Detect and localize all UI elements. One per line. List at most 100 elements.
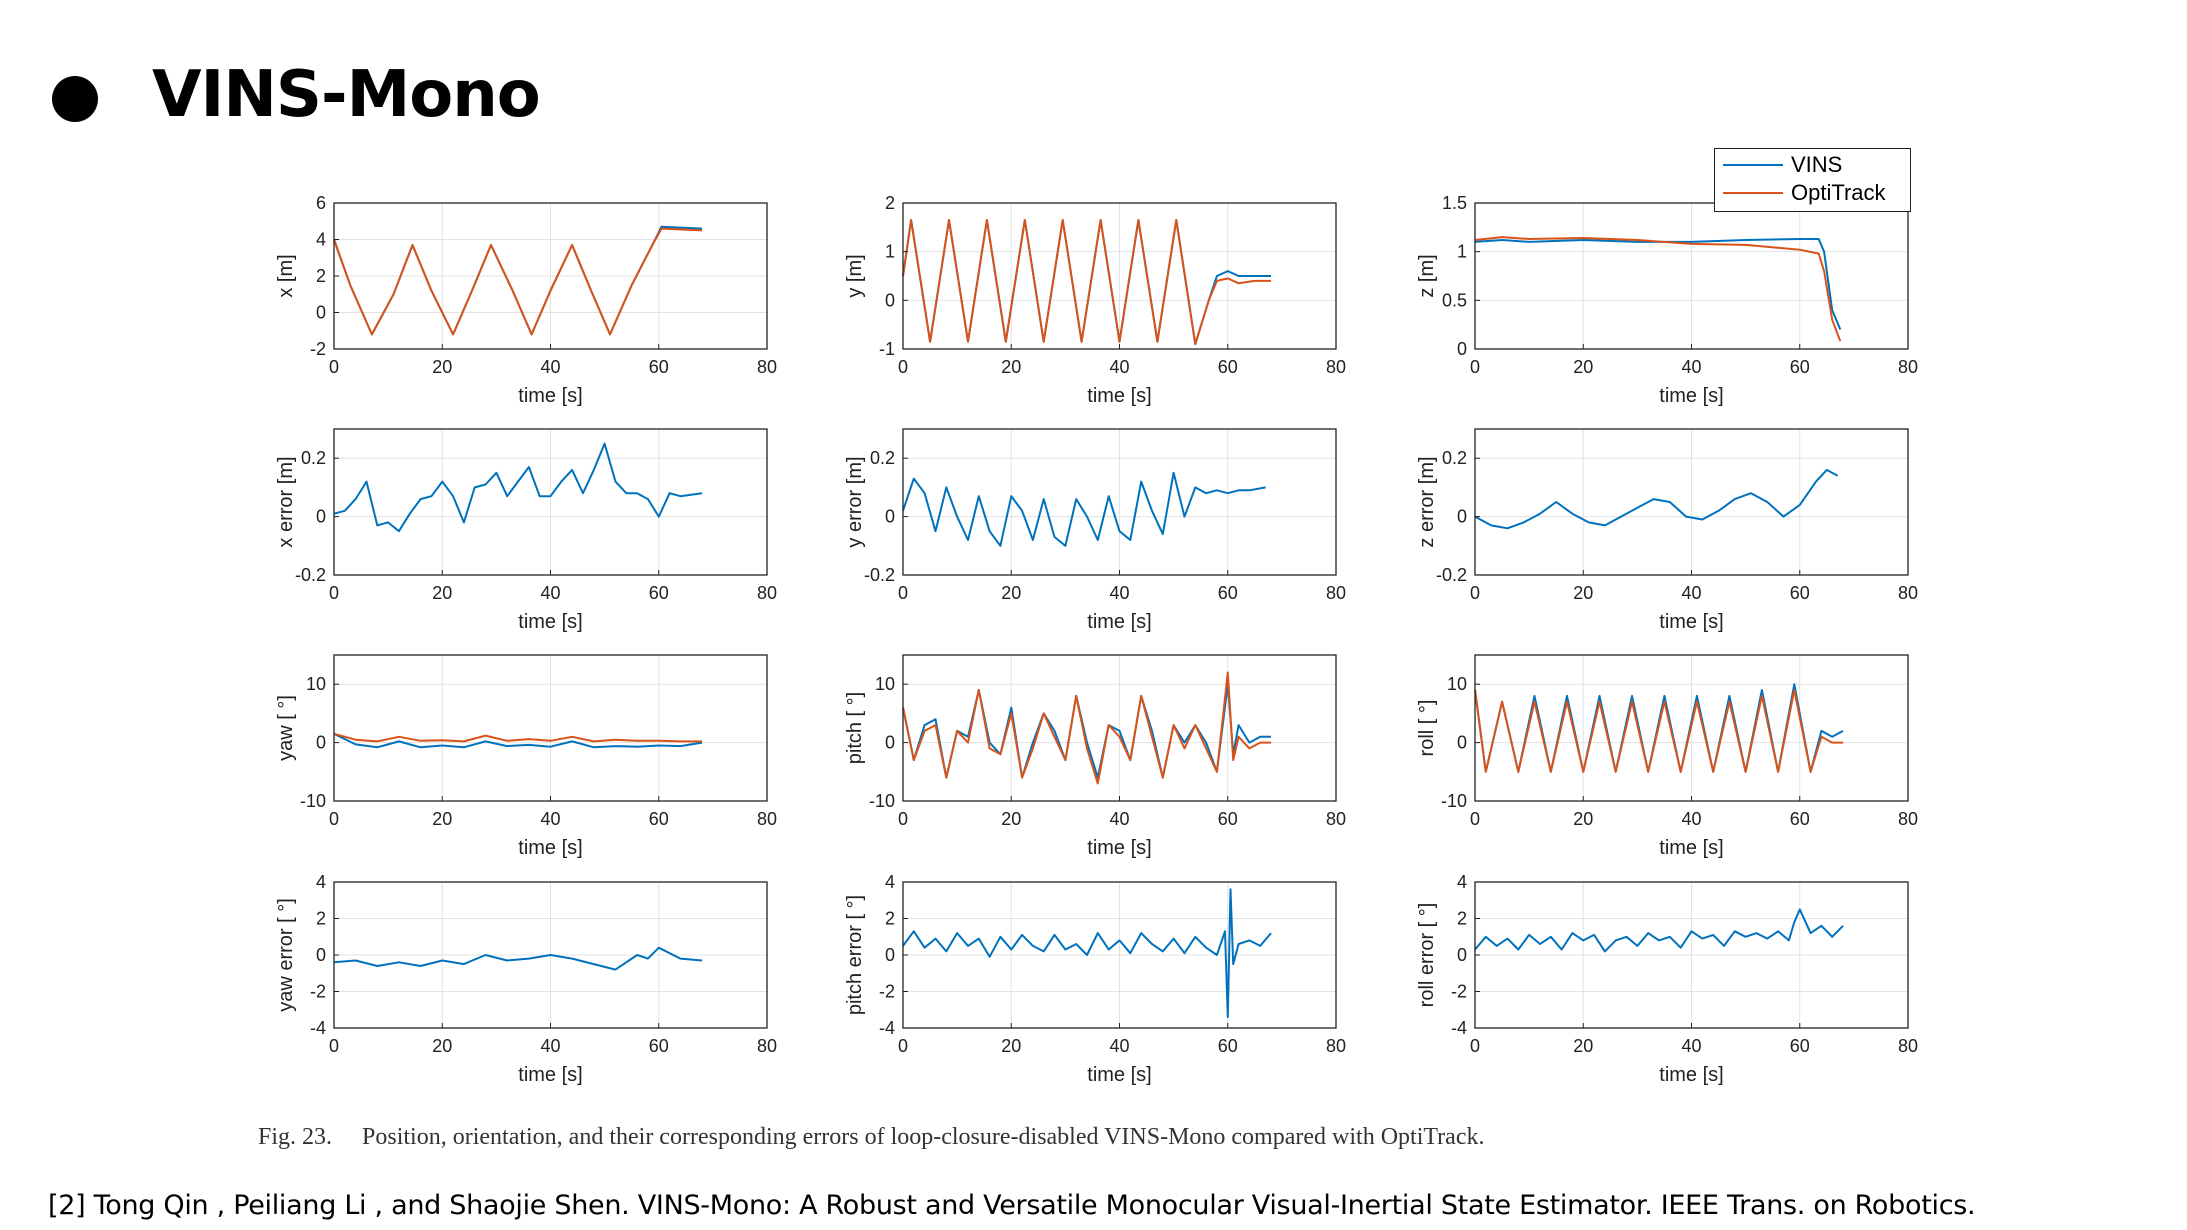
chart-panel-3: 0 20 40 60 80 0 0.5 1 1.5 time [s] z [m] bbox=[1416, 193, 1918, 407]
tick-label-x: 80 bbox=[757, 809, 777, 829]
axis-label-y: yaw [ °] bbox=[275, 695, 297, 761]
tick-label-x: 60 bbox=[649, 357, 669, 377]
tick-label-y: 0 bbox=[885, 290, 895, 310]
figure-caption: Fig. 23. Position, orientation, and their… bbox=[258, 1124, 1484, 1151]
tick-label-x: 40 bbox=[540, 1036, 560, 1056]
tick-label-x: 0 bbox=[329, 809, 339, 829]
legend-swatch-optitrack bbox=[1723, 192, 1783, 194]
tick-label-y: 0 bbox=[1457, 733, 1467, 753]
tick-label-y: 0 bbox=[316, 733, 326, 753]
tick-label-y: -10 bbox=[300, 791, 326, 811]
tick-label-y: 10 bbox=[1447, 674, 1467, 694]
tick-label-y: 0.2 bbox=[301, 448, 326, 468]
series-line-vins bbox=[333, 442, 703, 533]
tick-label-x: 20 bbox=[1573, 357, 1593, 377]
tick-label-x: 80 bbox=[1326, 357, 1346, 377]
tick-label-x: 20 bbox=[1573, 1036, 1593, 1056]
axis-label-x: time [s] bbox=[518, 385, 582, 407]
chart-panel-12: 0 20 40 60 80 -4 -2 0 2 4 time [s] roll error [ °] bbox=[1416, 872, 1918, 1086]
tick-label-x: 0 bbox=[898, 583, 908, 603]
tick-label-y: 0 bbox=[1457, 945, 1467, 965]
tick-label-y: -2 bbox=[310, 982, 326, 1002]
series-line-optitrack bbox=[902, 671, 1271, 785]
tick-label-y: 2 bbox=[885, 909, 895, 929]
tick-label-x: 60 bbox=[649, 1036, 669, 1056]
tick-label-x: 20 bbox=[432, 583, 452, 603]
tick-label-y: 0 bbox=[316, 303, 326, 323]
tick-label-y: 1 bbox=[885, 242, 895, 262]
caption-number: Fig. 23. bbox=[258, 1124, 333, 1150]
series-line-vins bbox=[1474, 908, 1844, 953]
tick-label-x: 0 bbox=[329, 583, 339, 603]
legend-swatch-vins bbox=[1723, 164, 1783, 166]
tick-label-x: 40 bbox=[1109, 583, 1129, 603]
tick-label-x: 40 bbox=[1681, 583, 1701, 603]
axis-label-y: roll [ °] bbox=[1416, 700, 1438, 757]
tick-label-x: 60 bbox=[1218, 357, 1238, 377]
tick-label-x: 0 bbox=[329, 1036, 339, 1056]
axis-label-y: x error [m] bbox=[275, 456, 297, 547]
tick-label-x: 20 bbox=[432, 809, 452, 829]
tick-label-y: 0 bbox=[885, 507, 895, 527]
tick-label-x: 60 bbox=[649, 583, 669, 603]
tick-label-x: 0 bbox=[1470, 809, 1480, 829]
tick-label-x: 80 bbox=[757, 583, 777, 603]
chart-legend: VINS OptiTrack bbox=[1714, 148, 1911, 212]
series-line-optitrack bbox=[333, 732, 702, 743]
legend-label-optitrack: OptiTrack bbox=[1791, 180, 1886, 205]
tick-label-y: -10 bbox=[1441, 791, 1467, 811]
tick-label-x: 20 bbox=[1001, 357, 1021, 377]
tick-label-x: 80 bbox=[1326, 583, 1346, 603]
tick-label-x: 0 bbox=[898, 809, 908, 829]
tick-label-y: -2 bbox=[310, 339, 326, 359]
tick-label-y: -2 bbox=[1451, 982, 1467, 1002]
axis-label-x: time [s] bbox=[1659, 385, 1723, 407]
tick-label-y: -1 bbox=[879, 339, 895, 359]
chart-panel-10: 0 20 40 60 80 -4 -2 0 2 4 time [s] yaw error [ °] bbox=[275, 872, 777, 1086]
axis-label-x: time [s] bbox=[1659, 611, 1723, 633]
axis-label-x: time [s] bbox=[518, 837, 582, 859]
tick-label-x: 40 bbox=[540, 583, 560, 603]
tick-label-x: 20 bbox=[1001, 1036, 1021, 1056]
axis-label-x: time [s] bbox=[1087, 385, 1151, 407]
series-line-optitrack bbox=[1474, 236, 1842, 342]
tick-label-y: 0 bbox=[885, 945, 895, 965]
series-line-vins bbox=[333, 225, 703, 336]
chart-panel-11: 0 20 40 60 80 -4 -2 0 2 4 time [s] pitch error [ °] bbox=[844, 872, 1346, 1086]
tick-label-y: 4 bbox=[1457, 872, 1467, 892]
legend-entry-vins: VINS bbox=[1723, 152, 1842, 178]
axis-label-y: y error [m] bbox=[844, 456, 866, 547]
tick-label-x: 20 bbox=[1001, 583, 1021, 603]
tick-label-y: 1 bbox=[1457, 242, 1467, 262]
tick-label-y: -10 bbox=[869, 791, 895, 811]
tick-label-y: 0 bbox=[1457, 339, 1467, 359]
tick-label-x: 20 bbox=[1001, 809, 1021, 829]
tick-label-x: 80 bbox=[757, 1036, 777, 1056]
tick-label-x: 20 bbox=[1573, 583, 1593, 603]
tick-label-y: 2 bbox=[885, 193, 895, 213]
tick-label-x: 80 bbox=[1326, 1036, 1346, 1056]
tick-label-y: 4 bbox=[316, 230, 326, 250]
tick-label-x: 80 bbox=[1898, 1036, 1918, 1056]
tick-label-x: 60 bbox=[649, 809, 669, 829]
legend-entry-optitrack: OptiTrack bbox=[1723, 180, 1886, 206]
tick-label-y: 0.2 bbox=[870, 448, 895, 468]
tick-label-x: 80 bbox=[1326, 809, 1346, 829]
tick-label-x: 60 bbox=[1218, 809, 1238, 829]
series-line-vins bbox=[333, 732, 703, 749]
tick-label-y: 0.5 bbox=[1442, 290, 1467, 310]
tick-label-x: 40 bbox=[540, 809, 560, 829]
tick-label-y: -4 bbox=[879, 1018, 895, 1038]
tick-label-x: 80 bbox=[1898, 583, 1918, 603]
tick-label-y: 0 bbox=[885, 733, 895, 753]
reference-citation: [2] Tong Qin , Peiliang Li , and Shaojie… bbox=[48, 1190, 1976, 1221]
tick-label-x: 0 bbox=[1470, 1036, 1480, 1056]
tick-label-x: 40 bbox=[1681, 1036, 1701, 1056]
tick-label-y: -4 bbox=[310, 1018, 326, 1038]
